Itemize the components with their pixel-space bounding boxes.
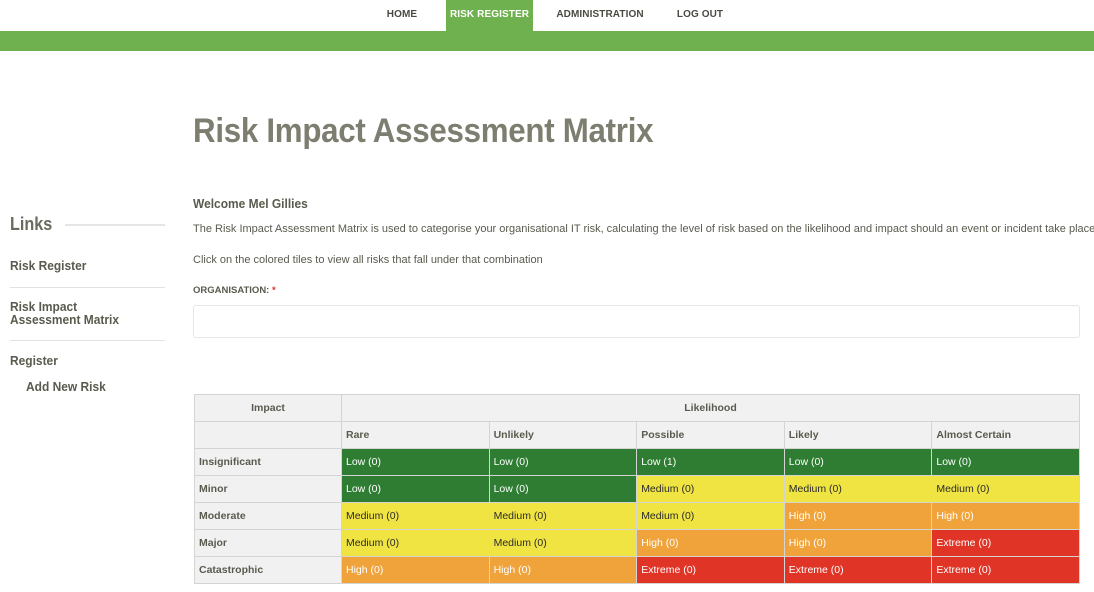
welcome-message: Welcome Mel Gillies bbox=[193, 196, 308, 211]
matrix-row: Catastrophic High (0) High (0) Extreme (0) E… bbox=[194, 556, 1080, 584]
likelihood-column-header: Rare bbox=[341, 421, 490, 449]
impact-header: Impact bbox=[194, 394, 342, 422]
risk-tile-medium[interactable]: Medium (0) bbox=[341, 529, 490, 557]
nav-risk-register[interactable]: RISK REGISTER bbox=[446, 0, 533, 31]
organisation-select[interactable] bbox=[193, 305, 1080, 338]
risk-matrix-table: Impact Likelihood Rare Unlikely Possible Li… bbox=[194, 394, 1080, 584]
risk-tile-high[interactable]: High (0) bbox=[783, 529, 933, 557]
sidebar-item-risk-register[interactable]: Risk Register bbox=[10, 258, 87, 273]
nav-home[interactable]: HOME bbox=[386, 9, 418, 20]
risk-tile-low[interactable]: Low (0) bbox=[341, 475, 490, 503]
nav-log-out[interactable]: LOG OUT bbox=[676, 9, 724, 20]
impact-row-label: Major bbox=[194, 529, 342, 557]
risk-tile-medium[interactable]: Medium (0) bbox=[488, 529, 638, 557]
sidebar-item-risk-matrix[interactable]: Risk Impact Assessment Matrix bbox=[10, 299, 120, 327]
required-asterisk: * bbox=[272, 285, 276, 296]
sidebar-heading-rule bbox=[65, 224, 165, 226]
nav-administration[interactable]: ADMINISTRATION bbox=[556, 9, 644, 20]
sidebar-divider bbox=[10, 287, 165, 288]
likelihood-column-header: Possible bbox=[636, 421, 785, 449]
impact-row-label: Catastrophic bbox=[194, 556, 342, 584]
likelihood-column-header: Unlikely bbox=[488, 421, 638, 449]
sidebar-heading: Links bbox=[10, 214, 53, 234]
risk-tile-low[interactable]: Low (0) bbox=[488, 448, 638, 476]
risk-tile-medium[interactable]: Medium (0) bbox=[931, 475, 1080, 503]
risk-tile-medium[interactable]: Medium (0) bbox=[488, 502, 638, 530]
organisation-label-text: ORGANISATION: bbox=[193, 285, 270, 296]
risk-tile-low[interactable]: Low (0) bbox=[341, 448, 490, 476]
risk-tile-medium[interactable]: Medium (0) bbox=[341, 502, 490, 530]
risk-tile-high[interactable]: High (0) bbox=[931, 502, 1080, 530]
top-nav: HOME RISK REGISTER ADMINISTRATION LOG OU… bbox=[0, 0, 1094, 31]
risk-tile-high[interactable]: High (0) bbox=[783, 502, 933, 530]
risk-tile-extreme[interactable]: Extreme (0) bbox=[636, 556, 785, 584]
organisation-label: ORGANISATION: * bbox=[193, 285, 276, 296]
risk-tile-extreme[interactable]: Extreme (0) bbox=[783, 556, 933, 584]
page-title: Risk Impact Assessment Matrix bbox=[193, 112, 654, 150]
sidebar-divider bbox=[10, 340, 165, 341]
risk-tile-low[interactable]: Low (0) bbox=[783, 448, 933, 476]
likelihood-header: Likelihood bbox=[341, 394, 1080, 422]
likelihood-column-header: Likely bbox=[783, 421, 933, 449]
risk-tile-medium[interactable]: Medium (0) bbox=[636, 475, 785, 503]
matrix-description: The Risk Impact Assessment Matrix is use… bbox=[193, 223, 1094, 235]
matrix-row: Insignificant Low (0) Low (0) Low (1) Low (0… bbox=[194, 448, 1080, 476]
likelihood-column-header: Almost Certain bbox=[931, 421, 1080, 449]
impact-row-label: Minor bbox=[194, 475, 342, 503]
impact-row-label: Insignificant bbox=[194, 448, 342, 476]
risk-tile-high[interactable]: High (0) bbox=[488, 556, 638, 584]
risk-tile-low[interactable]: Low (0) bbox=[931, 448, 1080, 476]
risk-tile-low[interactable]: Low (1) bbox=[636, 448, 785, 476]
matrix-instruction: Click on the colored tiles to view all r… bbox=[193, 254, 543, 266]
header-green-band bbox=[0, 31, 1094, 51]
matrix-row: Moderate Medium (0) Medium (0) Medium (0) Hi… bbox=[194, 502, 1080, 530]
risk-tile-extreme[interactable]: Extreme (0) bbox=[931, 556, 1080, 584]
sidebar-item-register[interactable]: Register bbox=[10, 353, 58, 368]
matrix-row: Minor Low (0) Low (0) Medium (0) Medium (0) M… bbox=[194, 475, 1080, 503]
risk-tile-medium[interactable]: Medium (0) bbox=[636, 502, 785, 530]
risk-tile-high[interactable]: High (0) bbox=[636, 529, 785, 557]
matrix-row: Major Medium (0) Medium (0) High (0) High (0… bbox=[194, 529, 1080, 557]
risk-tile-medium[interactable]: Medium (0) bbox=[783, 475, 933, 503]
risk-tile-low[interactable]: Low (0) bbox=[488, 475, 638, 503]
empty-corner-cell bbox=[194, 421, 342, 449]
impact-row-label: Moderate bbox=[194, 502, 342, 530]
risk-tile-high[interactable]: High (0) bbox=[341, 556, 490, 584]
sidebar-item-add-new-risk[interactable]: Add New Risk bbox=[26, 379, 106, 394]
risk-tile-extreme[interactable]: Extreme (0) bbox=[931, 529, 1080, 557]
